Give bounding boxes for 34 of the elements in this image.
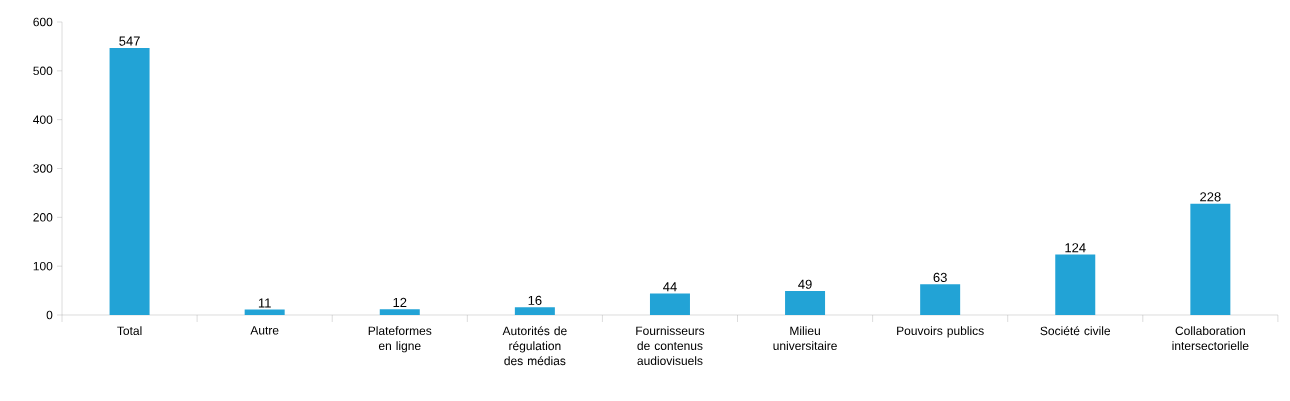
x-tick-label: Collaboration intersectorielle: [1172, 326, 1249, 350]
bar: [109, 47, 150, 315]
data-label: 547: [119, 36, 140, 46]
bar: [514, 307, 555, 315]
x-tick-label: Fournisseurs de contenus audiovisuels: [636, 326, 705, 365]
y-tick-label: 500: [33, 66, 53, 76]
x-tick-label: Total: [117, 326, 142, 335]
data-label: 44: [663, 282, 677, 292]
bar: [379, 309, 420, 315]
y-tick-label: 300: [33, 164, 53, 173]
data-label: 16: [528, 295, 542, 305]
data-label: 12: [393, 297, 407, 307]
x-tick-label: Milieu universitaire: [773, 326, 837, 350]
data-label: 228: [1200, 192, 1221, 202]
bar: [785, 291, 826, 315]
y-tick-label: 600: [33, 17, 53, 27]
x-tick-label: Autre: [250, 326, 279, 335]
data-label: 49: [798, 279, 812, 289]
y-tick-label: 200: [33, 213, 53, 222]
bar: [1190, 203, 1231, 315]
y-tick-label: 400: [33, 115, 53, 124]
bar: [649, 293, 690, 315]
y-tick-label: 0: [46, 310, 53, 320]
bar: [1055, 254, 1096, 315]
x-tick-label: Autorités de régulation des médias: [502, 326, 567, 366]
x-tick-label: Pouvoirs publics: [897, 326, 984, 338]
x-tick-label: Société civile: [1040, 326, 1111, 336]
x-tick-label: Plateformes en ligne: [368, 326, 432, 353]
data-label: 124: [1065, 243, 1086, 253]
bar: [920, 284, 961, 315]
bar: [244, 309, 285, 315]
y-tick-label: 100: [33, 261, 53, 271]
data-label: 11: [258, 298, 271, 308]
data-label: 63: [933, 272, 947, 283]
